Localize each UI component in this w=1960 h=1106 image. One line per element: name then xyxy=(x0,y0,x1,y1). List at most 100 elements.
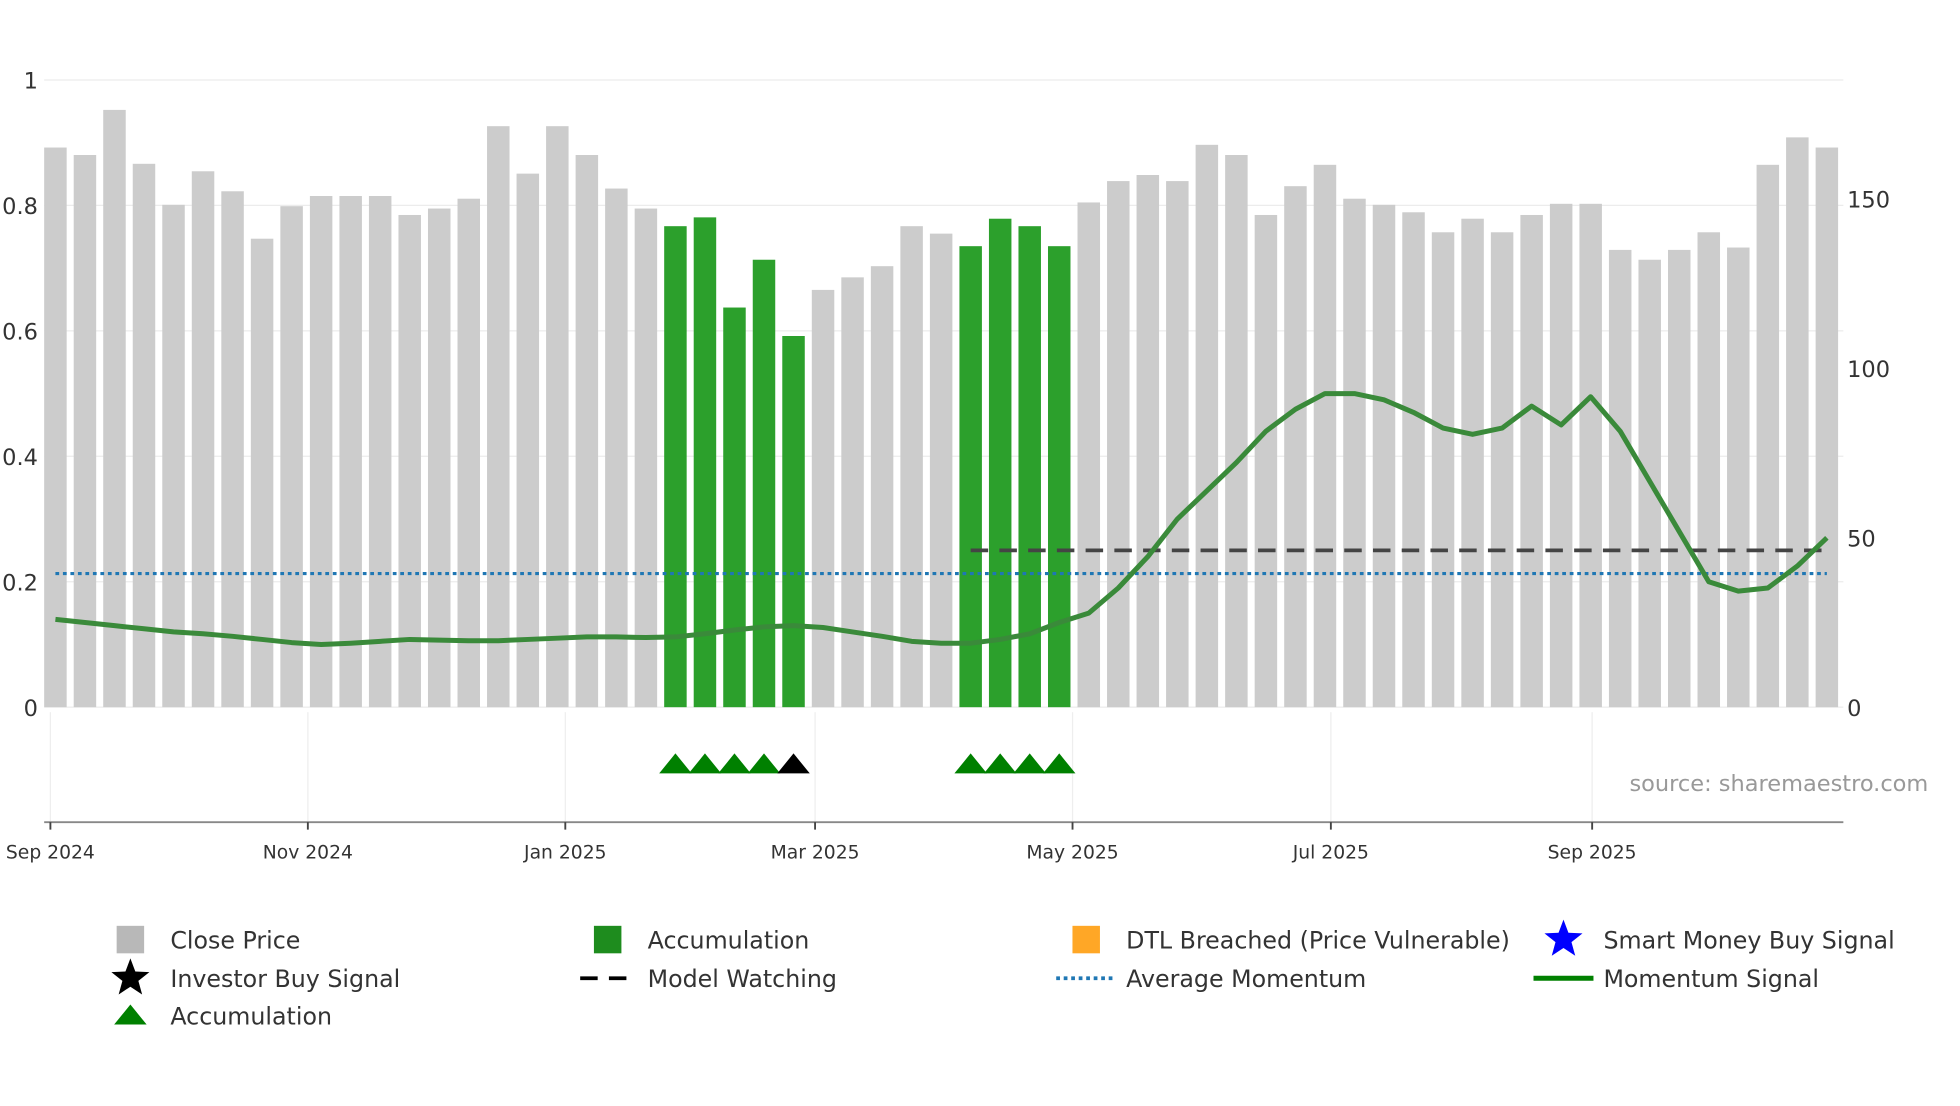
accumulation-marker xyxy=(954,753,987,774)
x-axis: Sep 2024 Nov 2024 Jan 2025 Mar 2025 May 2025… xyxy=(6,821,1844,863)
price-bar xyxy=(1402,212,1425,708)
price-bar xyxy=(634,208,658,708)
price-bar xyxy=(1077,202,1101,708)
price-bar xyxy=(73,154,97,708)
price-bar xyxy=(900,226,923,708)
price-bar xyxy=(427,208,451,708)
price-bar xyxy=(1815,147,1839,708)
source-label: source: sharemaestro.com xyxy=(1629,771,1928,797)
price-bar xyxy=(1313,164,1337,708)
price-bar xyxy=(1431,232,1455,708)
legend-square-icon xyxy=(116,925,145,954)
price-bar xyxy=(1608,249,1632,708)
price-bar xyxy=(221,191,244,708)
accumulation-bar xyxy=(959,246,982,708)
legend-item: Close Price xyxy=(116,925,300,954)
signal-markers xyxy=(659,753,1076,774)
accumulation-bar xyxy=(1018,226,1041,708)
price-bar xyxy=(1107,181,1130,708)
price-bar xyxy=(1284,186,1307,708)
price-bar xyxy=(605,188,628,708)
right-axis: 0 50 100 150 xyxy=(1847,187,1890,721)
accumulation-bar xyxy=(723,307,746,708)
price-bar xyxy=(1372,204,1396,708)
left-tick-label: 1 xyxy=(24,69,38,95)
legend-square-icon xyxy=(593,925,622,954)
legend-star-icon xyxy=(111,958,150,995)
price-bar xyxy=(250,238,274,708)
accumulation-marker xyxy=(747,753,781,774)
x-tick-label: Nov 2024 xyxy=(263,842,353,863)
left-tick-label: 0.8 xyxy=(2,194,38,220)
momentum-signal-line xyxy=(55,391,1829,647)
right-tick-label: 150 xyxy=(1847,187,1890,213)
accumulation-bar xyxy=(782,336,805,708)
legend-label: Accumulation xyxy=(170,1003,332,1031)
legend-item: Momentum Signal xyxy=(1533,965,1819,993)
price-bars xyxy=(44,109,1839,708)
price-bar xyxy=(1579,203,1602,708)
price-bar xyxy=(280,206,303,708)
legend-star-icon xyxy=(1544,919,1583,956)
price-bar xyxy=(1254,214,1278,708)
accumulation-marker xyxy=(983,753,1017,774)
price-bar xyxy=(1343,198,1366,708)
right-tick-label: 0 xyxy=(1847,696,1861,722)
legend-item: Accumulation xyxy=(114,1003,332,1031)
signal-lines xyxy=(55,391,1829,647)
price-bar xyxy=(1520,214,1543,708)
legend-label: Smart Money Buy Signal xyxy=(1603,926,1894,954)
x-tick-label: Sep 2024 xyxy=(6,842,95,863)
x-tick-label: May 2025 xyxy=(1026,842,1118,863)
price-bar xyxy=(811,289,835,708)
legend-item: Smart Money Buy Signal xyxy=(1544,919,1895,956)
price-bar xyxy=(368,196,392,708)
legend-item: Accumulation xyxy=(593,925,809,954)
price-bar xyxy=(1195,144,1219,708)
price-bar xyxy=(929,233,953,708)
accumulation-bar xyxy=(693,217,717,708)
price-bar xyxy=(339,196,362,708)
legend-item: Model Watching xyxy=(580,965,837,993)
legend: Close Price Accumulation DTL Breached (Pri… xyxy=(111,919,1895,1031)
left-tick-label: 0 xyxy=(24,696,38,722)
price-bar xyxy=(841,277,864,708)
left-tick-label: 0.2 xyxy=(2,570,38,596)
price-bar xyxy=(191,171,215,708)
legend-label: Average Momentum xyxy=(1126,965,1366,993)
accumulation-marker xyxy=(718,753,751,774)
legend-label: Model Watching xyxy=(648,965,837,993)
price-bar xyxy=(1727,247,1750,708)
accumulation-bar xyxy=(752,259,776,708)
legend-item: DTL Breached (Price Vulnerable) xyxy=(1072,925,1510,954)
accumulation-marker xyxy=(1013,753,1046,774)
left-tick-label: 0.6 xyxy=(2,320,38,346)
x-tick-label: Sep 2025 xyxy=(1548,842,1637,863)
right-tick-label: 100 xyxy=(1847,357,1890,383)
price-bar xyxy=(132,163,156,708)
price-bar xyxy=(44,147,67,708)
price-bar xyxy=(398,214,421,708)
price-bar xyxy=(1786,137,1809,708)
legend-item: Average Momentum xyxy=(1056,965,1366,993)
price-bar xyxy=(1136,174,1160,708)
price-bar xyxy=(457,198,481,708)
price-bar xyxy=(1490,232,1514,708)
accumulation-marker xyxy=(688,753,722,774)
legend-triangle-icon xyxy=(114,1004,147,1025)
price-bar xyxy=(546,126,569,708)
accumulation-marker xyxy=(659,753,692,774)
investor-buy-marker xyxy=(777,753,810,774)
legend-label: Investor Buy Signal xyxy=(170,965,400,993)
legend-label: Close Price xyxy=(170,926,300,954)
legend-label: DTL Breached (Price Vulnerable) xyxy=(1126,926,1510,954)
price-bar xyxy=(162,204,185,708)
x-tick-label: Mar 2025 xyxy=(771,842,860,863)
legend-item: Investor Buy Signal xyxy=(111,958,400,995)
accumulation-bar xyxy=(988,218,1012,708)
price-bar xyxy=(1668,249,1691,708)
price-bar xyxy=(575,154,599,708)
price-bar xyxy=(487,126,510,708)
price-bar xyxy=(1225,154,1248,708)
